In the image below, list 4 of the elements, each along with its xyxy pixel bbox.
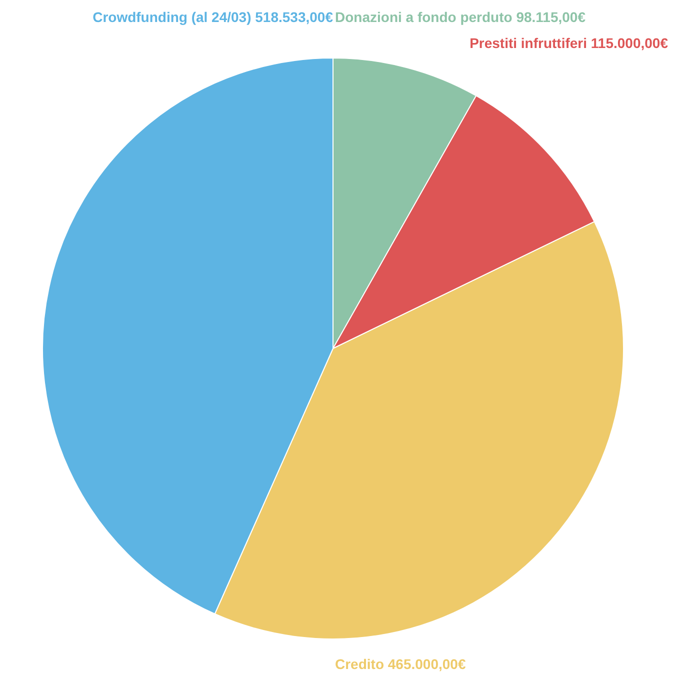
slice-label: Credito 465.000,00€ <box>335 656 466 672</box>
slice-label: Donazioni a fondo perduto 98.115,00€ <box>335 8 586 25</box>
slice-label: Crowdfunding (al 24/03) 518.533,00€ <box>92 8 334 25</box>
slice-label: Prestiti infruttiferi 115.000,00€ <box>470 34 668 51</box>
